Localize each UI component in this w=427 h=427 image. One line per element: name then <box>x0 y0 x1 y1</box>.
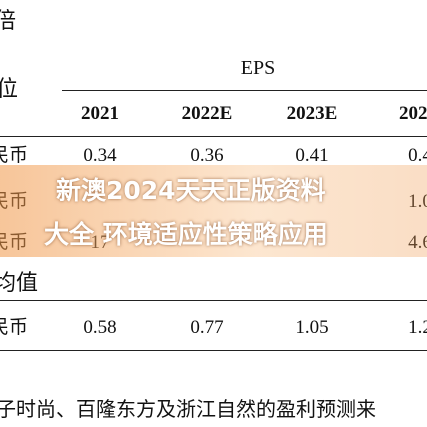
column-header: 2022E <box>181 103 233 124</box>
cell: 0.41 <box>295 145 329 166</box>
cell: 0.34 <box>83 145 117 166</box>
column-header: 2023E <box>286 103 338 124</box>
cell: 0.77 <box>190 317 224 338</box>
column-header: 2021 <box>81 103 119 124</box>
watermark-text: 新澳2024天天正版资料 <box>56 176 326 205</box>
corner-text: 倍 <box>0 8 17 33</box>
group-header: EPS <box>240 57 276 79</box>
rule <box>62 90 427 91</box>
cell: 1.2 <box>408 317 427 338</box>
cell: 0.58 <box>83 317 117 338</box>
watermark-text: 大全 环境适应性策略应用 <box>44 220 328 249</box>
rule <box>0 136 427 137</box>
cell: 0.36 <box>190 145 224 166</box>
footnote: 子时尚、百隆东方及浙江自然的盈利预测来 <box>0 399 376 421</box>
row-label: 民币 <box>0 145 29 166</box>
unit-label: 位 <box>0 76 19 101</box>
column-header: 2024 <box>399 103 427 124</box>
row-label: 民币 <box>0 317 29 338</box>
cell: 0.4 <box>408 145 427 166</box>
cell: 1.05 <box>295 317 329 338</box>
rule <box>0 350 427 351</box>
rule <box>0 300 427 301</box>
watermark-band <box>0 165 427 257</box>
section-label: 均值 <box>0 270 39 295</box>
